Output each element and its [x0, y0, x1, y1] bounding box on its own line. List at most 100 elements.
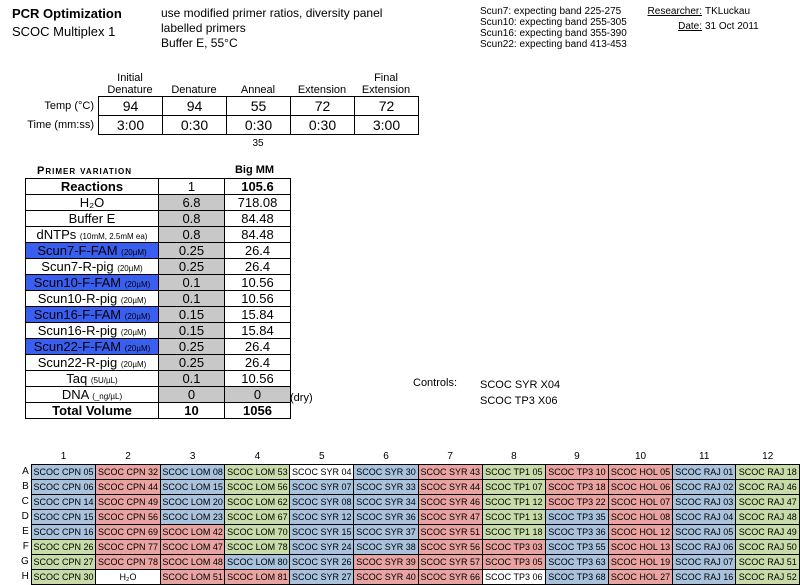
- primer-unit: (20µM): [124, 280, 151, 289]
- plate-column-label: 6: [383, 451, 389, 463]
- plate-well: SCOC SYR 40: [353, 568, 419, 585]
- primer-name-text: Scun10-F-FAM: [33, 275, 122, 290]
- primer-volume: 0.15: [158, 306, 225, 323]
- controls-list: SCOC SYR X04 SCOC TP3 X06: [480, 377, 560, 409]
- primer-heading: Primer variation: [37, 165, 132, 177]
- primer-mastermix: 105.6: [224, 178, 291, 195]
- plate-well: SCOC SYR 34: [353, 493, 419, 510]
- plate-well: H₂O: [95, 568, 161, 585]
- plate-well: SCOC TP1 12: [481, 493, 546, 510]
- primer-row: Scun7-R-pig (20µM) 0.25 26.4: [25, 258, 291, 275]
- plate-well: SCOC LOM 23: [159, 508, 226, 525]
- primer-mastermix: 15.84: [224, 306, 291, 323]
- description-line: use modified primer ratios, diversity pa…: [161, 6, 383, 20]
- plate-well: SCOC SYR 04: [289, 463, 355, 480]
- plate-well: SCOC CPN 14: [30, 493, 97, 510]
- plate-well: SCOC TP1 07: [481, 478, 546, 495]
- plate-well: SCOC TP3 36: [544, 523, 610, 540]
- plate-well: SCOC TP3 03: [481, 538, 546, 555]
- plate-well: SCOC RAJ 18: [735, 463, 800, 480]
- plate-column-label: 7: [447, 451, 453, 463]
- plate-column-label: 3: [189, 451, 196, 463]
- plate-well: SCOC CPN 05: [30, 463, 97, 480]
- plate-row-label: F: [22, 541, 29, 552]
- primer-unit: (5U/µL): [90, 376, 118, 385]
- cycling-table: Temp (°C) 94 94 55 72 72 Time (mm:ss) 3:…: [10, 96, 419, 135]
- primer-volume: 0.25: [158, 338, 225, 355]
- plate-row: F SCOC CPN 26 SCOC CPN 77 SCOC LOM 47 SCOC L…: [18, 538, 800, 555]
- plate-well: SCOC CPN 44: [95, 478, 161, 495]
- primer-name-text: Scun7-R-pig: [41, 259, 114, 274]
- plate-well: SCOC CPN 77: [95, 538, 161, 555]
- plate-row: C SCOC CPN 14 SCOC CPN 49 SCOC LOM 20 SCOC L…: [18, 493, 800, 510]
- plate-well: SCOC SYR 56: [417, 538, 483, 555]
- plate-well: SCOC CPN 30: [30, 568, 97, 585]
- plate-well: SCOC TP1 18: [481, 523, 546, 540]
- plate-column-label: 4: [254, 451, 261, 463]
- cycle-count: 35: [252, 138, 264, 149]
- primer-unit: (20µM): [117, 264, 143, 273]
- plate-row-label: H: [21, 571, 29, 582]
- primer-name: Scun22-F-FAM (20µM): [25, 338, 159, 355]
- plate-column-label: 5: [319, 451, 325, 463]
- primer-volume: 0.1: [158, 274, 225, 291]
- primer-volume: 1: [158, 178, 225, 195]
- primer-name-text: Scun22-F-FAM: [33, 339, 122, 354]
- plate-well: SCOC SYR 08: [289, 493, 355, 510]
- primer-name-text: Reactions: [60, 179, 124, 194]
- primer-row: Scun7-F-FAM (20µM) 0.25 26.4: [25, 242, 291, 259]
- plate-corner: [18, 450, 31, 464]
- plate-well: SCOC SYR 46: [417, 493, 483, 510]
- plate-well: SCOC RAJ 16: [672, 568, 737, 585]
- plate-well: SCOC CPN 56: [95, 508, 161, 525]
- plate-well: SCOC RAJ 01: [672, 463, 737, 480]
- temp-cell: 94: [162, 96, 227, 116]
- plate-well: SCOC CPN 26: [30, 538, 97, 555]
- plate-well: SCOC RAJ 03: [672, 493, 737, 510]
- time-label: Time (mm:ss): [27, 119, 94, 131]
- primer-name-text: Scun16-R-pig: [37, 323, 118, 338]
- primer-name: Scun16-R-pig (20µM): [25, 322, 159, 339]
- plate-column-label: 2: [125, 451, 131, 463]
- plate-well: SCOC TP3 06: [481, 568, 546, 585]
- cycling-header: Extension: [297, 84, 347, 96]
- plate-well: SCOC TP1 13: [481, 508, 546, 525]
- plate-well: SCOC RAJ 02: [672, 478, 737, 495]
- cycling-header: Final Extension: [361, 72, 411, 96]
- plate-well: SCOC TP3 55: [544, 538, 610, 555]
- primer-volume: 0: [158, 386, 225, 403]
- plate-well: SCOC SYR 66: [417, 568, 483, 585]
- plate-well: SCOC CPN 32: [95, 463, 161, 480]
- plate-well: SCOC TP3 18: [544, 478, 610, 495]
- plate-well: SCOC TP3 22: [544, 493, 610, 510]
- time-cell: 0:30: [226, 115, 291, 135]
- plate-well: SCOC CPN 78: [95, 553, 161, 570]
- plate-well: SCOC LOM 80: [224, 553, 291, 570]
- primer-name-text: Scun10-R-pig: [37, 291, 118, 306]
- cycling-header: Anneal: [240, 84, 276, 96]
- page-title: PCR Optimization: [12, 6, 122, 21]
- primer-mastermix: 26.4: [224, 354, 291, 371]
- plate-well: SCOC HOL 12: [607, 523, 674, 540]
- plate-well: SCOC SYR 51: [417, 523, 483, 540]
- plate-well: SCOC HOL 27: [607, 568, 674, 585]
- primer-mastermix: 1056: [224, 402, 291, 419]
- date-label: Date:: [678, 21, 702, 32]
- primer-mastermix: 10.56: [224, 274, 291, 291]
- plate-row-label: D: [21, 511, 29, 522]
- plate-column-label: 1: [60, 451, 67, 463]
- plate-well: SCOC LOM 78: [224, 538, 291, 555]
- plate-well: SCOC HOL 05: [607, 463, 674, 480]
- plate-well: SCOC TP3 68: [544, 568, 610, 585]
- plate-well: SCOC SYR 24: [289, 538, 355, 555]
- plate-well: SCOC SYR 37: [353, 523, 419, 540]
- primer-row: H₂O 6.8 718.08: [25, 194, 291, 211]
- plate-well: SCOC HOL 07: [607, 493, 674, 510]
- description-line: Buffer E, 55°C: [161, 36, 238, 50]
- cycling-header: Denature: [171, 84, 217, 96]
- plate-well: SCOC LOM 56: [224, 478, 291, 495]
- primer-name: Total Volume: [25, 402, 159, 419]
- band-line: Scun16: expecting band 355-390: [480, 28, 627, 39]
- page-subtitle: SCOC Multiplex 1: [12, 24, 116, 39]
- plate-well: SCOC SYR 44: [417, 478, 483, 495]
